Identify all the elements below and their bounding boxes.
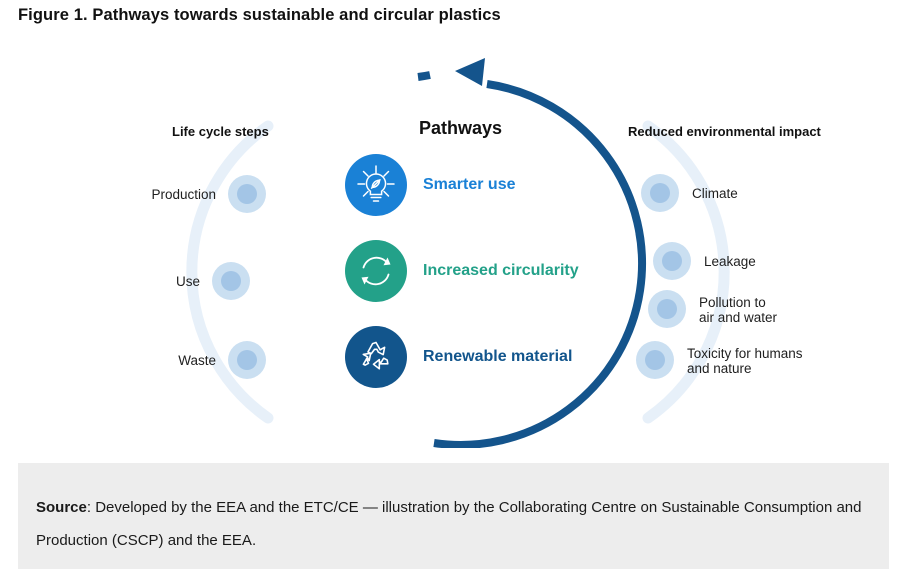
circle-arc-top-stub (417, 71, 431, 81)
lifecycle-heading: Life cycle steps (172, 124, 269, 139)
impact-node-climate[interactable] (641, 174, 679, 212)
lifecycle-label-use: Use (175, 274, 200, 289)
lifecycle-track-arc (186, 120, 274, 424)
impact-heading: Reduced environmental impact (628, 124, 821, 139)
source-label: Source (36, 499, 87, 516)
impact-node-pollution[interactable] (648, 290, 686, 328)
impact-node-leakage[interactable] (653, 242, 691, 280)
lifecycle-label-production: Production (151, 187, 216, 202)
pathway-label-smarter-use: Smarter use (423, 176, 516, 193)
impact-label-climate: Climate (692, 186, 738, 201)
recycling-icon (345, 326, 407, 388)
pathway-item-increased-circularity[interactable]: Increased circularity (345, 240, 579, 302)
impact-label-pollution: Pollution to air and water (699, 295, 778, 325)
pathways-diagram: Life cycle steps Production Use Waste Pa… (0, 48, 907, 448)
source-body: : Developed by the EEA and the ETC/CE — … (36, 499, 862, 549)
lifecycle-node-use[interactable] (212, 262, 250, 300)
lifecycle-node-production[interactable] (228, 175, 266, 213)
pathway-item-smarter-use[interactable]: Smarter use (345, 154, 516, 216)
page-title: Figure 1. Pathways towards sustainable a… (18, 6, 501, 24)
pathway-label-renewable-material: Renewable material (423, 348, 573, 365)
impact-track-arc (642, 120, 730, 424)
pathways-circle-graphic (186, 58, 730, 448)
circle-arc-upper (433, 80, 646, 448)
pathways-heading: Pathways (419, 118, 503, 138)
impact-label-toxicity: Toxicity for humans and nature (687, 346, 803, 376)
arrowhead-top-left-icon (455, 58, 485, 86)
circular-arrows-icon (345, 240, 407, 302)
lifecycle-label-waste: Waste (178, 353, 216, 368)
lifecycle-node-waste[interactable] (228, 341, 266, 379)
impact-label-leakage: Leakage (704, 254, 756, 269)
impact-node-toxicity[interactable] (636, 341, 674, 379)
lightbulb-leaf-icon (345, 154, 407, 216)
source-note: Source: Developed by the EEA and the ETC… (18, 463, 889, 569)
pathway-label-increased-circularity: Increased circularity (423, 262, 579, 279)
source-text: Source: Developed by the EEA and the ETC… (36, 499, 861, 549)
pathway-item-renewable-material[interactable]: Renewable material (345, 326, 572, 388)
